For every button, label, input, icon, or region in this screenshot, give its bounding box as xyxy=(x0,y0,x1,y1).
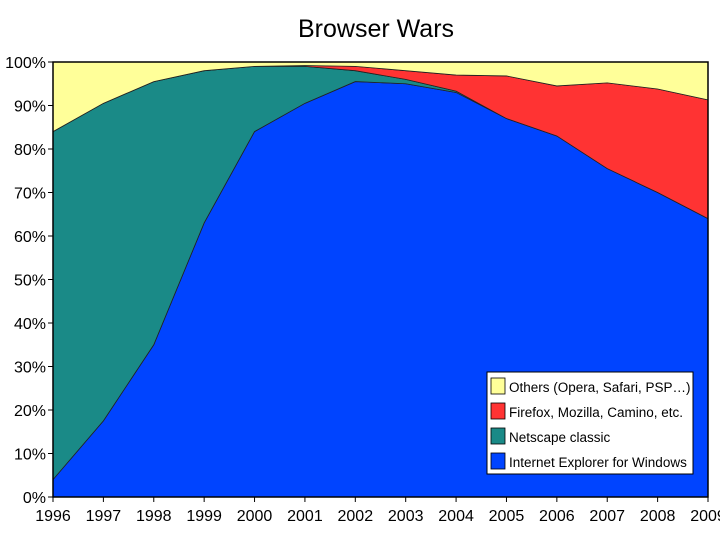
legend-swatch xyxy=(490,427,506,445)
legend-swatch xyxy=(490,402,506,420)
legend: Others (Opera, Safari, PSP…) Firefox, Moz… xyxy=(486,371,694,475)
y-tick-label: 100% xyxy=(5,55,46,72)
x-tick-label: 1996 xyxy=(35,508,71,525)
legend-swatch xyxy=(490,377,506,395)
legend-swatch xyxy=(490,452,506,470)
y-tick-label: 90% xyxy=(14,99,46,116)
x-tick-label: 1997 xyxy=(86,508,122,525)
x-tick-label: 2002 xyxy=(338,508,374,525)
x-tick-label: 2004 xyxy=(438,508,474,525)
y-tick-label: 40% xyxy=(14,316,46,333)
y-tick-label: 10% xyxy=(14,447,46,464)
x-tick-label: 1999 xyxy=(186,508,222,525)
x-tick-label: 2000 xyxy=(237,508,273,525)
y-tick-label: 0% xyxy=(23,490,46,507)
y-tick-label: 70% xyxy=(14,186,46,203)
legend-label: Firefox, Mozilla, Camino, etc. xyxy=(509,405,683,420)
x-tick-label: 2003 xyxy=(388,508,424,525)
x-tick-label: 2008 xyxy=(640,508,676,525)
y-tick-label: 50% xyxy=(14,273,46,290)
axes: 0% 10% 20% 30% 40% 50% 60% 70% 80% 90% 100% 1996 199… xyxy=(5,55,720,525)
y-tick-label: 30% xyxy=(14,360,46,377)
x-tick-label: 1998 xyxy=(136,508,172,525)
x-tick-label: 2007 xyxy=(589,508,625,525)
y-tick-label: 80% xyxy=(14,142,46,159)
legend-box xyxy=(486,371,694,475)
legend-label: Others (Opera, Safari, PSP…) xyxy=(509,380,691,395)
x-tick-label: 2009 xyxy=(690,508,720,525)
y-tick-label: 60% xyxy=(14,229,46,246)
x-tick-label: 2001 xyxy=(287,508,323,525)
x-tick-label: 2005 xyxy=(489,508,525,525)
legend-label: Internet Explorer for Windows xyxy=(509,455,687,470)
x-tick-label: 2006 xyxy=(539,508,575,525)
legend-label: Netscape classic xyxy=(509,430,611,445)
chart-title: Browser Wars xyxy=(298,15,454,43)
y-tick-label: 20% xyxy=(14,403,46,420)
